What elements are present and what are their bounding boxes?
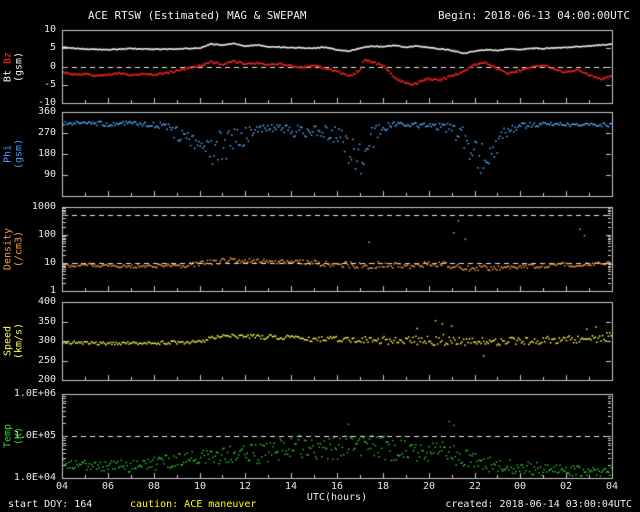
x-tick-label: 04 bbox=[605, 481, 619, 492]
x-tick-label: 04 bbox=[55, 481, 69, 492]
y-tick-label: 5 bbox=[49, 42, 56, 53]
y-tick-label: 360 bbox=[37, 106, 56, 117]
x-tick-label: 14 bbox=[284, 481, 298, 492]
y-axis-label: (km/s) bbox=[13, 322, 25, 360]
y-tick-label: -10 bbox=[37, 97, 56, 108]
y-axis-label: (gsm) bbox=[13, 138, 25, 170]
y-tick-label: 270 bbox=[37, 127, 56, 138]
y-tick-label: 0 bbox=[49, 61, 56, 72]
y-axis-label: (gsm) bbox=[13, 51, 25, 82]
x-tick-label: 08 bbox=[147, 481, 161, 492]
y-axis-label: Speed bbox=[2, 325, 14, 357]
x-tick-label: 00 bbox=[513, 481, 527, 492]
footer-created: created: 2018-06-14 03:00:04UTC bbox=[445, 499, 632, 510]
y-tick-label: 1.0E+05 bbox=[13, 430, 56, 441]
x-tick-label: 18 bbox=[376, 481, 390, 492]
y-tick-label: 1.0E+06 bbox=[13, 388, 56, 399]
x-axis-title: UTC(hours) bbox=[306, 492, 368, 503]
x-tick-label: 16 bbox=[330, 481, 344, 492]
x-tick-label: 20 bbox=[422, 481, 436, 492]
y-tick-label: 1 bbox=[49, 285, 56, 296]
y-tick-label: 180 bbox=[37, 148, 56, 159]
y-axis-label: Temp bbox=[2, 423, 14, 449]
y-axis-label: Bt Bz bbox=[2, 51, 14, 82]
y-tick-label: -5 bbox=[43, 79, 56, 90]
y-axis-label: Density bbox=[2, 227, 14, 271]
y-axis-label: (/cm3) bbox=[13, 230, 25, 268]
x-tick-label: 22 bbox=[468, 481, 482, 492]
y-tick-label: 10 bbox=[43, 257, 56, 268]
y-tick-label: 10 bbox=[43, 24, 56, 35]
footer-start-doy: start DOY: 164 bbox=[8, 499, 93, 510]
y-axis-label: (K) bbox=[13, 426, 25, 446]
x-tick-label: 10 bbox=[193, 481, 207, 492]
footer-caution: caution: ACE maneuver bbox=[130, 499, 257, 510]
plot-title: ACE RTSW (Estimated) MAG & SWEPAM bbox=[88, 9, 307, 22]
y-tick-label: 100 bbox=[37, 229, 56, 240]
y-tick-label: 300 bbox=[37, 335, 56, 346]
y-tick-label: 1000 bbox=[31, 201, 56, 212]
y-tick-label: 90 bbox=[43, 169, 56, 180]
x-tick-label: 06 bbox=[101, 481, 115, 492]
begin-timestamp: Begin: 2018-06-13 04:00:00UTC bbox=[437, 9, 630, 22]
y-tick-label: 1.0E+04 bbox=[13, 472, 56, 483]
x-tick-label: 02 bbox=[559, 481, 573, 492]
y-tick-label: 350 bbox=[37, 316, 56, 327]
x-tick-label: 12 bbox=[238, 481, 252, 492]
y-tick-label: 250 bbox=[37, 355, 56, 366]
y-tick-label: 400 bbox=[37, 296, 56, 307]
y-axis-label: Phi bbox=[2, 144, 14, 164]
y-tick-label: 200 bbox=[37, 374, 56, 385]
